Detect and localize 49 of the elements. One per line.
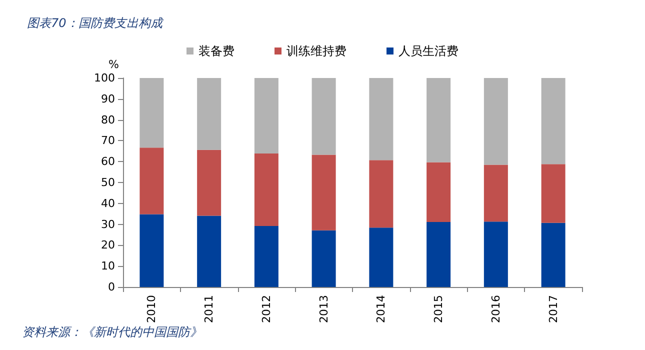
x-tick-label: 2010 bbox=[145, 295, 158, 323]
y-axis-title: % bbox=[108, 58, 119, 71]
legend-label: 训练维持费 bbox=[286, 44, 346, 58]
x-tick-label: 2015 bbox=[432, 295, 446, 323]
x-tick-label: 2014 bbox=[374, 295, 388, 323]
x-tick-label: 2012 bbox=[260, 295, 273, 323]
y-tick-label: 40 bbox=[101, 196, 115, 210]
bar bbox=[426, 78, 451, 162]
y-tick-label: 30 bbox=[101, 218, 115, 231]
x-tick-label: 2017 bbox=[546, 295, 560, 323]
bar bbox=[541, 78, 566, 164]
y-tick-label: 0 bbox=[108, 280, 115, 294]
bar bbox=[369, 160, 394, 228]
y-tick-label: 80 bbox=[101, 113, 115, 126]
bar bbox=[541, 222, 566, 287]
bar bbox=[197, 216, 222, 287]
bar bbox=[426, 162, 451, 222]
bar bbox=[426, 222, 451, 287]
x-tick-label: 2016 bbox=[489, 295, 502, 323]
legend-label: 人员生活费 bbox=[398, 44, 458, 58]
bar bbox=[312, 230, 336, 287]
bar bbox=[254, 78, 278, 154]
text: 资料来源：《新时代的中国国防》 bbox=[22, 325, 202, 339]
x-tick-label: 2011 bbox=[202, 295, 216, 323]
bar bbox=[484, 78, 508, 165]
bar bbox=[254, 226, 278, 287]
y-tick-label: 10 bbox=[101, 260, 115, 273]
chart-title: 图表70：国防费支出构成 bbox=[27, 16, 164, 30]
y-tick-label: 20 bbox=[101, 238, 115, 252]
bar bbox=[369, 78, 394, 160]
bar bbox=[312, 78, 336, 155]
legend-label: 装备费 bbox=[198, 44, 234, 58]
bar bbox=[369, 228, 394, 287]
bar bbox=[484, 164, 508, 222]
y-tick-label: 100 bbox=[94, 72, 115, 84]
bar bbox=[197, 150, 222, 216]
bar bbox=[312, 154, 336, 230]
y-tick-label: 90 bbox=[101, 92, 115, 106]
bar bbox=[541, 164, 566, 223]
y-tick-label: 60 bbox=[101, 155, 115, 168]
bar bbox=[254, 153, 278, 226]
bar bbox=[197, 78, 222, 150]
bar bbox=[140, 214, 164, 287]
x-tick-label: 2013 bbox=[317, 295, 330, 323]
bar bbox=[140, 148, 164, 214]
y-tick-label: 50 bbox=[101, 176, 115, 189]
bar bbox=[140, 78, 164, 148]
bar bbox=[484, 222, 508, 287]
y-tick-label: 70 bbox=[101, 134, 115, 148]
